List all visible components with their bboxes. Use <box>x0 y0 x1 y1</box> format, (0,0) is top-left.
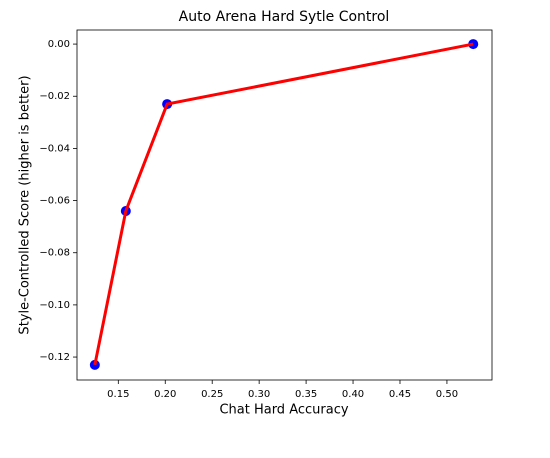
y-tick-label: −0.08 <box>39 248 70 259</box>
line <box>93 42 474 366</box>
x-tick-label: 0.30 <box>248 389 270 400</box>
y-tick-label: −0.12 <box>39 352 70 363</box>
x-tick-label: 0.40 <box>342 389 364 400</box>
x-tick-label: 0.35 <box>295 389 317 400</box>
x-tick-label: 0.20 <box>154 389 176 400</box>
y-axis-label: Style-Controlled Score (higher is better… <box>18 75 33 334</box>
x-tick-label: 0.45 <box>389 389 411 400</box>
y-tick-label: 0.00 <box>48 39 70 50</box>
x-axis-label: Chat Hard Accuracy <box>219 403 348 418</box>
y-tick-label: −0.06 <box>39 196 70 207</box>
y-tick-label: −0.04 <box>39 143 70 154</box>
x-tick-label: 0.25 <box>201 389 223 400</box>
chart-title: Auto Arena Hard Sytle Control <box>179 9 390 25</box>
y-tick-label: −0.10 <box>39 300 70 311</box>
y-tick-label: −0.02 <box>39 91 70 102</box>
x-tick-label: 0.50 <box>436 389 458 400</box>
x-tick-label: 0.15 <box>107 389 129 400</box>
plot-frame <box>76 29 493 381</box>
